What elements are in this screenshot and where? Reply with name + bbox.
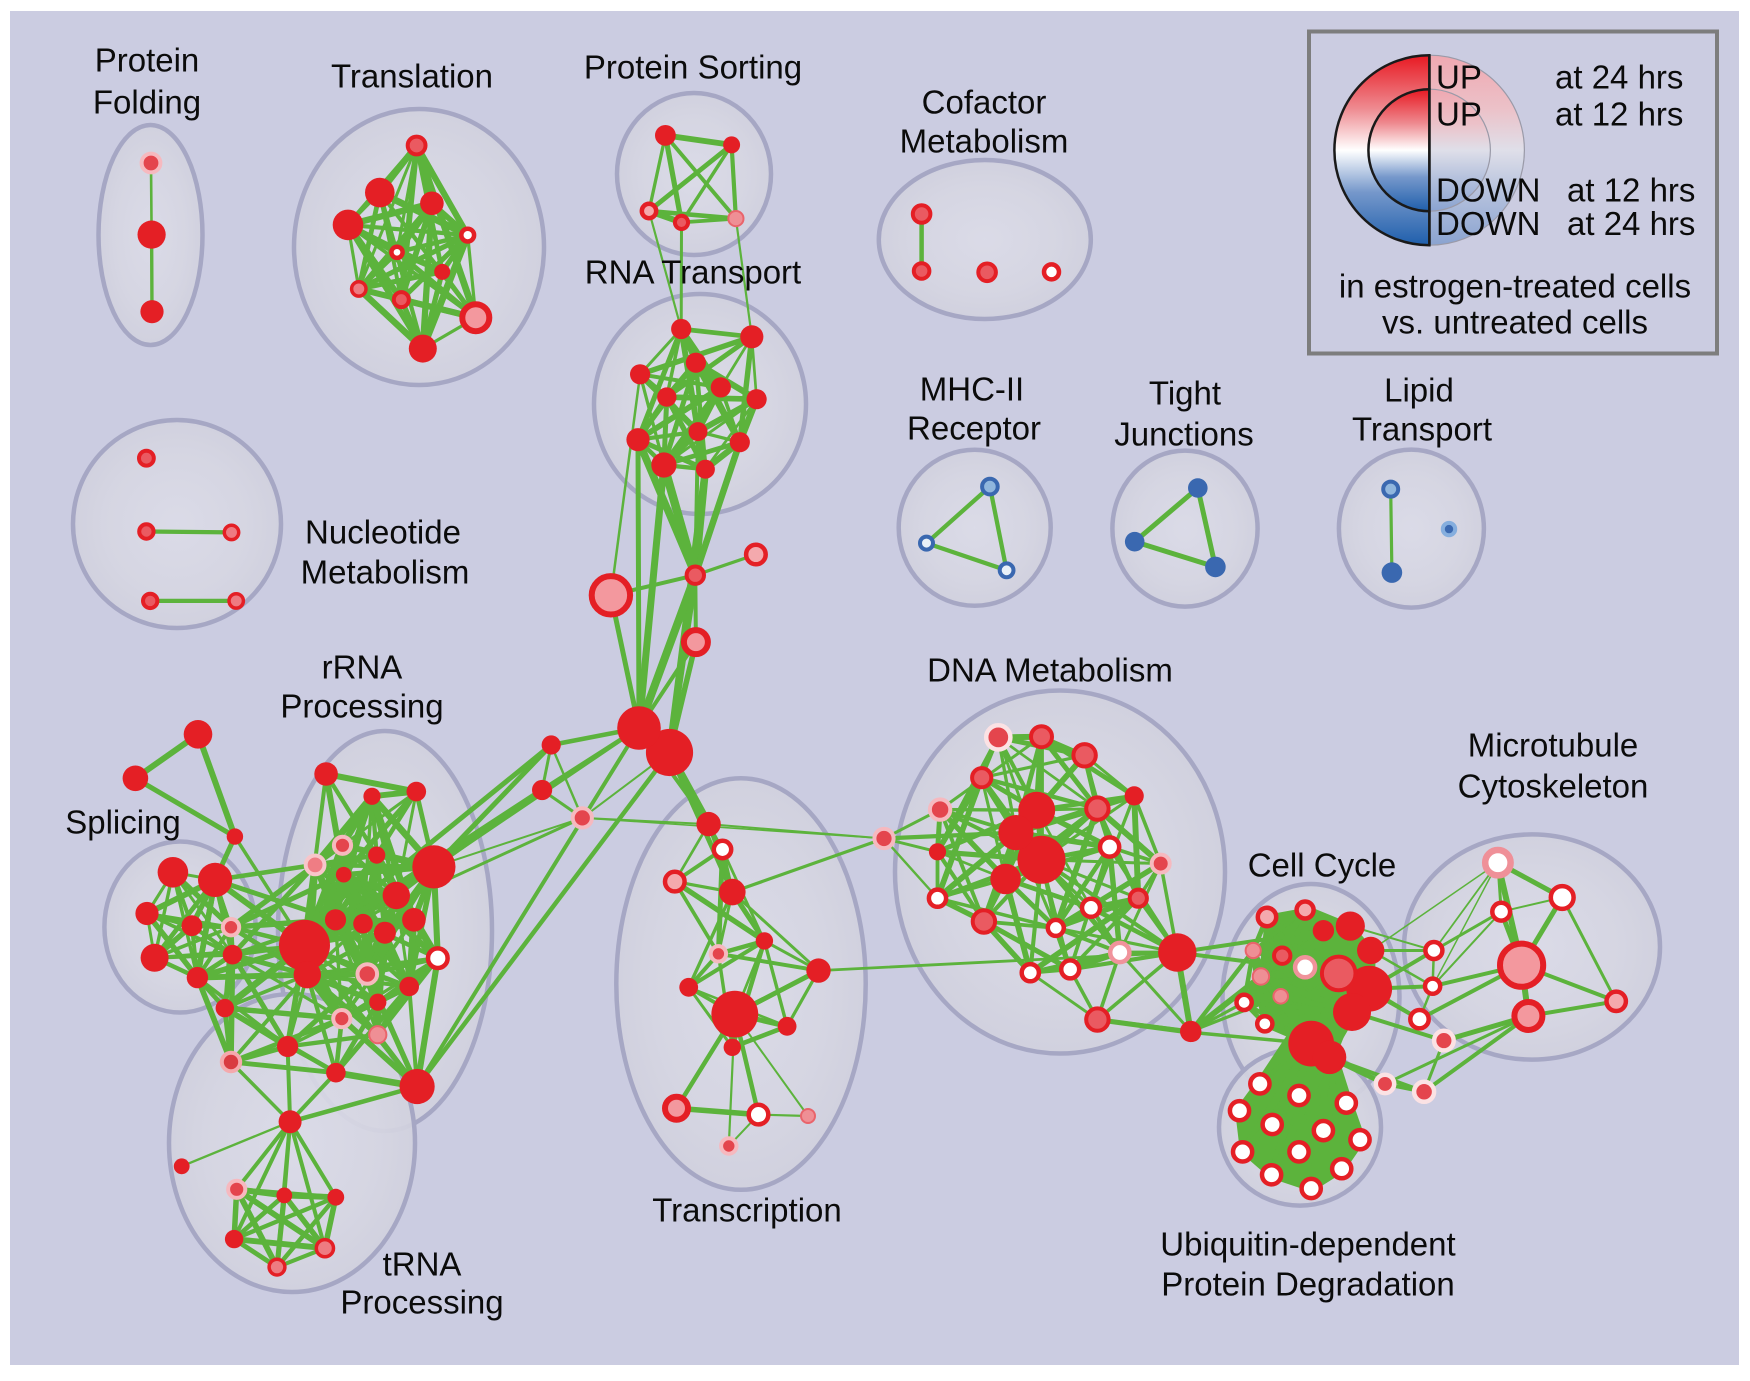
svg-text:Tight: Tight <box>1149 375 1221 412</box>
svg-text:Processing: Processing <box>280 688 443 725</box>
svg-text:RNA Transport: RNA Transport <box>585 254 801 291</box>
svg-text:Processing: Processing <box>340 1284 503 1321</box>
svg-text:Nucleotide: Nucleotide <box>305 514 461 551</box>
svg-text:at 24 hrs: at 24 hrs <box>1567 205 1695 242</box>
svg-text:at 24 hrs: at 24 hrs <box>1555 59 1683 96</box>
svg-text:UP: UP <box>1436 96 1482 133</box>
svg-text:rRNA: rRNA <box>322 649 403 686</box>
svg-text:tRNA: tRNA <box>383 1246 462 1283</box>
svg-text:Lipid: Lipid <box>1384 372 1454 409</box>
svg-text:Protein Degradation: Protein Degradation <box>1161 1266 1455 1303</box>
svg-text:MHC-II: MHC-II <box>920 371 1024 408</box>
svg-text:Metabolism: Metabolism <box>900 123 1069 160</box>
svg-text:Ubiquitin-dependent: Ubiquitin-dependent <box>1160 1226 1455 1263</box>
svg-text:Translation: Translation <box>331 58 493 95</box>
svg-text:Transcription: Transcription <box>652 1192 842 1229</box>
svg-text:Microtubule: Microtubule <box>1468 727 1639 764</box>
svg-text:DOWN: DOWN <box>1436 205 1540 242</box>
svg-text:vs. untreated cells: vs. untreated cells <box>1382 304 1648 341</box>
svg-text:Metabolism: Metabolism <box>301 554 470 591</box>
svg-text:at 12 hrs: at 12 hrs <box>1567 172 1695 209</box>
svg-text:in estrogen-treated cells: in estrogen-treated cells <box>1339 268 1691 305</box>
svg-text:Transport: Transport <box>1352 411 1492 448</box>
svg-text:at 12 hrs: at 12 hrs <box>1555 96 1683 133</box>
svg-text:Junctions: Junctions <box>1114 416 1253 453</box>
svg-text:Cytoskeleton: Cytoskeleton <box>1458 768 1649 805</box>
svg-text:Cofactor: Cofactor <box>922 84 1047 121</box>
svg-text:Protein: Protein <box>95 42 200 79</box>
svg-text:Receptor: Receptor <box>907 410 1041 447</box>
svg-text:Splicing: Splicing <box>65 804 181 841</box>
svg-text:UP: UP <box>1436 59 1482 96</box>
svg-text:DNA Metabolism: DNA Metabolism <box>927 652 1173 689</box>
svg-text:Cell Cycle: Cell Cycle <box>1248 847 1397 884</box>
svg-text:DOWN: DOWN <box>1436 172 1540 209</box>
svg-text:Folding: Folding <box>93 84 201 121</box>
svg-text:Protein Sorting: Protein Sorting <box>584 49 802 86</box>
